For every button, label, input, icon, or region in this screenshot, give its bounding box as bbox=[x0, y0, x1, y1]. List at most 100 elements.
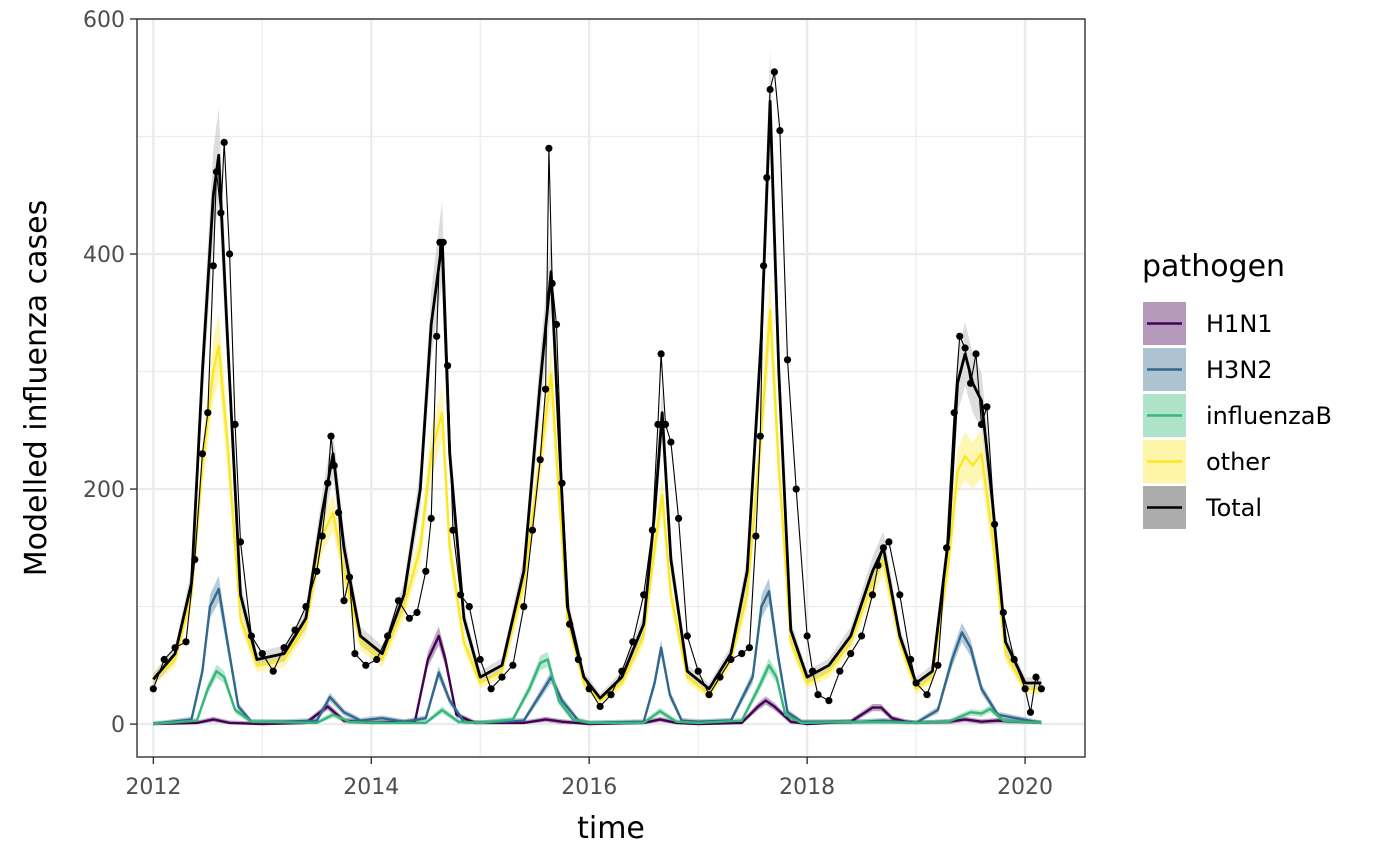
observed-point bbox=[384, 632, 392, 640]
x-tick-label: 2020 bbox=[997, 775, 1053, 800]
observed-point bbox=[149, 685, 157, 693]
observed-points bbox=[149, 68, 1045, 716]
observed-point bbox=[814, 691, 822, 699]
y-tick-label: 0 bbox=[111, 713, 125, 738]
y-tick-label: 400 bbox=[83, 243, 125, 268]
legend-item-h3n2: H3N2 bbox=[1143, 348, 1273, 391]
minor-gridlines bbox=[137, 19, 1085, 757]
y-axis: 0 200 400 600 bbox=[83, 8, 137, 738]
observed-point bbox=[640, 591, 648, 599]
observed-point bbox=[171, 644, 179, 652]
observed-point bbox=[760, 262, 768, 270]
observed-point bbox=[858, 632, 866, 640]
x-tick-label: 2012 bbox=[125, 775, 181, 800]
observed-point bbox=[999, 608, 1007, 617]
observed-point bbox=[405, 614, 413, 622]
observed-point bbox=[809, 667, 817, 675]
observed-point bbox=[847, 650, 855, 658]
observed-point bbox=[231, 420, 239, 428]
observed-point bbox=[694, 667, 702, 675]
observed-point bbox=[528, 526, 537, 534]
observed-point bbox=[465, 603, 473, 611]
observed-point bbox=[943, 544, 951, 552]
observed-point bbox=[825, 697, 833, 705]
observed-point bbox=[1010, 655, 1018, 664]
observed-point bbox=[542, 385, 550, 393]
observed-point bbox=[783, 356, 792, 364]
legend-title: pathogen bbox=[1142, 249, 1285, 284]
observed-point bbox=[548, 279, 556, 287]
observed-point bbox=[657, 350, 665, 358]
observed-point bbox=[340, 597, 348, 605]
legend-item-other: other bbox=[1143, 440, 1270, 483]
observed-point bbox=[536, 456, 544, 464]
observed-point bbox=[776, 127, 784, 135]
observed-point bbox=[705, 691, 713, 699]
observed-point bbox=[433, 332, 441, 340]
observed-point bbox=[956, 332, 964, 340]
observed-point bbox=[879, 544, 888, 552]
line-influenzab bbox=[153, 658, 1042, 726]
observed-point bbox=[558, 479, 566, 487]
observed-point bbox=[212, 168, 221, 176]
observed-point bbox=[585, 685, 593, 693]
observed-point bbox=[574, 655, 582, 664]
observed-point bbox=[362, 661, 370, 669]
observed-point bbox=[302, 603, 310, 611]
observed-point bbox=[896, 591, 904, 599]
observed-point bbox=[394, 597, 403, 605]
y-axis-title: Modelled influenza cases bbox=[19, 200, 54, 576]
observed-point bbox=[258, 650, 266, 658]
legend-item-total: Total bbox=[1143, 486, 1262, 529]
observed-point bbox=[220, 138, 228, 146]
observed-point bbox=[629, 638, 637, 646]
x-axis-title: time bbox=[577, 811, 645, 846]
observed-point bbox=[373, 655, 381, 664]
plot-panel-background bbox=[137, 19, 1085, 757]
observed-point bbox=[738, 650, 746, 658]
observed-point bbox=[983, 403, 991, 411]
observed-point bbox=[618, 667, 626, 675]
observed-point bbox=[422, 567, 430, 575]
observed-point bbox=[335, 508, 343, 517]
line-other bbox=[152, 309, 1042, 702]
observed-point bbox=[648, 526, 657, 534]
observed-point bbox=[457, 591, 465, 599]
observed-point bbox=[1021, 685, 1029, 693]
observed-point bbox=[607, 691, 615, 699]
observed-point bbox=[803, 632, 811, 640]
legend: pathogen H1N1 H3N2 influenzaB other Total bbox=[1142, 249, 1332, 529]
x-tick-label: 2016 bbox=[561, 775, 617, 800]
x-tick-label: 2014 bbox=[343, 775, 399, 800]
y-tick-label: 200 bbox=[83, 478, 125, 503]
observed-point bbox=[413, 608, 421, 617]
observed-point bbox=[191, 556, 199, 564]
observed-point bbox=[868, 591, 877, 599]
y-tick-label: 600 bbox=[83, 8, 125, 33]
observed-point bbox=[269, 667, 277, 675]
observed-point bbox=[661, 420, 670, 428]
observed-point bbox=[991, 520, 999, 528]
observed-point bbox=[198, 450, 206, 458]
observed-point bbox=[950, 409, 958, 417]
observed-point bbox=[318, 532, 326, 540]
observed-point bbox=[444, 362, 452, 370]
observed-point bbox=[727, 655, 735, 664]
observed-point bbox=[487, 685, 495, 693]
observed-point bbox=[204, 409, 212, 417]
observed-point bbox=[217, 209, 225, 217]
legend-label: H3N2 bbox=[1206, 356, 1273, 384]
observed-point bbox=[912, 679, 920, 687]
observed-point bbox=[1026, 708, 1035, 716]
legend-label: H1N1 bbox=[1206, 310, 1273, 338]
observed-point bbox=[552, 320, 561, 329]
legend-label: other bbox=[1206, 448, 1270, 476]
ribbon-influenzab bbox=[153, 651, 1042, 725]
legend-label: influenzaB bbox=[1206, 402, 1332, 430]
observed-point bbox=[596, 702, 604, 711]
observed-point bbox=[236, 538, 245, 546]
observed-point bbox=[977, 420, 986, 428]
observed-point bbox=[427, 514, 435, 523]
observed-point bbox=[280, 644, 288, 652]
